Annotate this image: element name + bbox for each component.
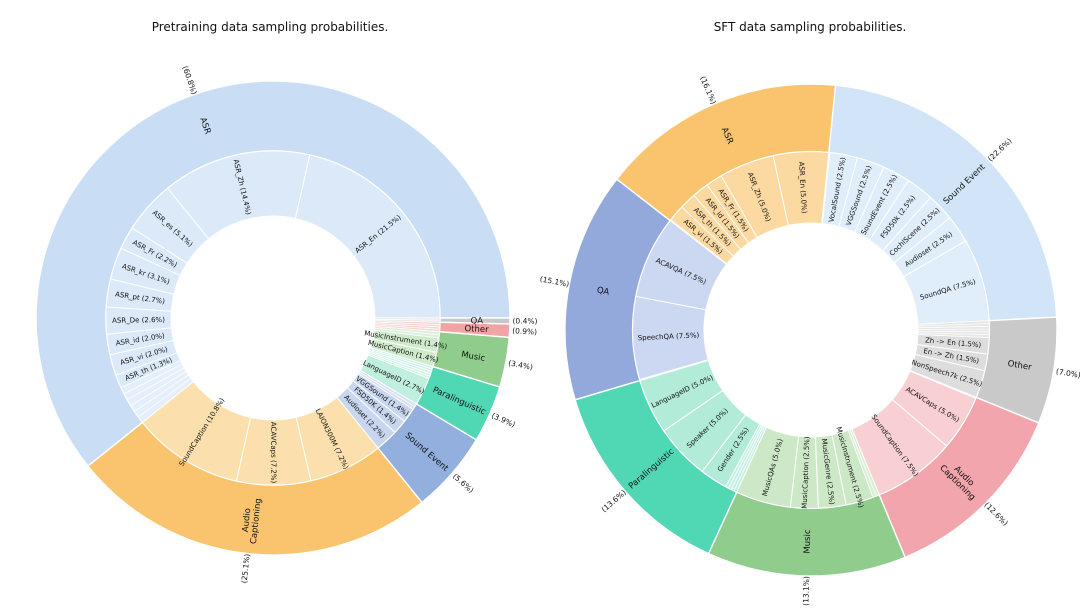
category-label: Music bbox=[803, 529, 813, 554]
category-label: Other bbox=[464, 324, 489, 335]
pretraining-sunburst: ASR_En (21.5%)ASR_Zh (14.4%)ASR_es (5.1%… bbox=[35, 65, 538, 584]
category-pct-label: (3.4%) bbox=[507, 358, 533, 372]
category-pct-label: (60.8%) bbox=[181, 65, 199, 96]
category-pct-label: (16.1%) bbox=[698, 75, 718, 106]
dataset-label: ASR_En (5.0%) bbox=[797, 161, 808, 214]
dataset-label: ASR_De (2.6%) bbox=[112, 316, 165, 325]
sft-chart: SFT data sampling probabilities. SoundQA… bbox=[540, 0, 1080, 608]
category-pct-label: (15.1%) bbox=[540, 274, 570, 288]
dataset-label: MusicCaption (2.5%) bbox=[801, 436, 812, 509]
category-pct-label: (13.6%) bbox=[600, 488, 628, 514]
pretraining-chart-title: Pretraining data sampling probabilities. bbox=[151, 20, 389, 34]
category-pct-label: (13.1%) bbox=[801, 576, 811, 606]
category-pct-label: (7.0%) bbox=[1055, 367, 1080, 380]
category-pct-label: (0.9%) bbox=[512, 326, 537, 336]
category-label: QA bbox=[470, 316, 483, 326]
category-label: Other bbox=[1007, 359, 1033, 373]
category-pct-label: (0.4%) bbox=[512, 316, 537, 325]
dataset-label: ACAVCaps (7.2%) bbox=[269, 422, 277, 484]
dataset-slice-unlabeled bbox=[374, 317, 441, 321]
category-pct-label: (12.6%) bbox=[982, 500, 1009, 527]
category-pct-label: (22.6%) bbox=[986, 136, 1014, 163]
category-label: QA bbox=[596, 285, 610, 297]
category-pct-label: (5.6%) bbox=[451, 472, 476, 495]
sft-chart-title: SFT data sampling probabilities. bbox=[713, 20, 907, 34]
sft-sunburst: SoundQA (7.5%)Audioset (2.5%)CochlScene … bbox=[540, 75, 1080, 606]
pretraining-chart: Pretraining data sampling probabilities.… bbox=[35, 20, 538, 584]
dataset-slice-unlabeled bbox=[917, 320, 990, 327]
category-pct-label: (3.9%) bbox=[490, 411, 516, 429]
category-label: AudioCaptioning bbox=[240, 497, 264, 545]
category-label: Music bbox=[460, 350, 486, 364]
dataset-label: SpeechQA (7.5%) bbox=[638, 331, 700, 342]
category-pct-label: (25.1%) bbox=[240, 553, 252, 584]
